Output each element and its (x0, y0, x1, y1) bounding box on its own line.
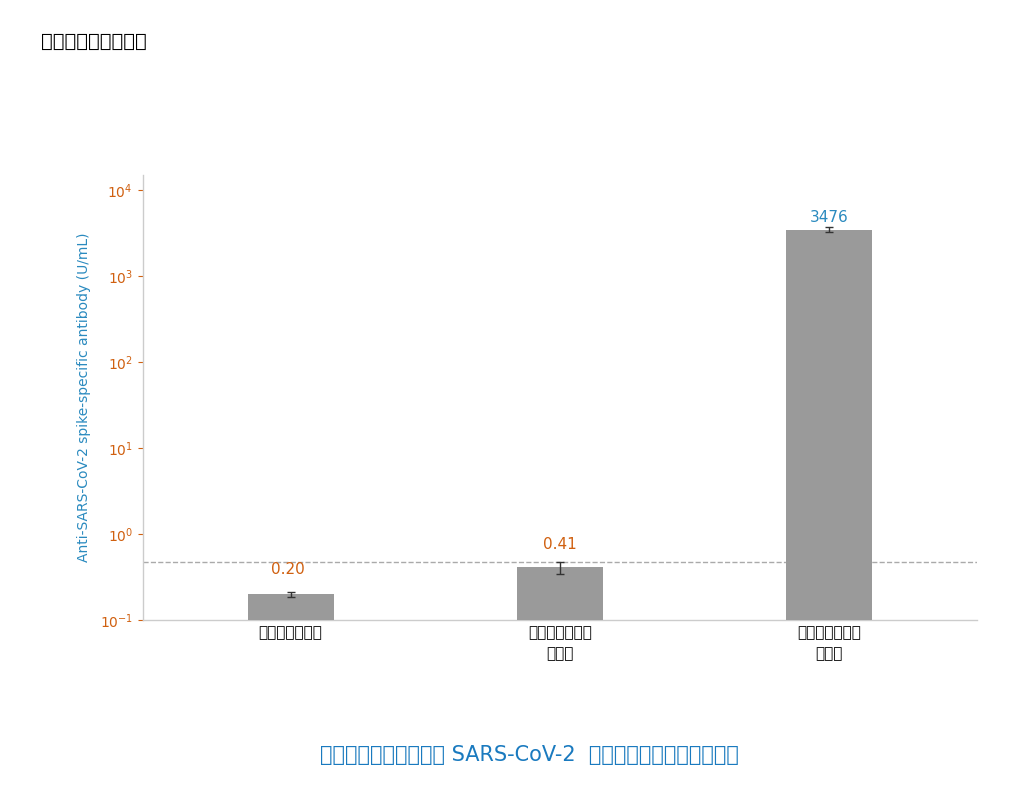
Text: 【研究結果の概要】: 【研究結果の概要】 (41, 32, 147, 51)
Y-axis label: Anti-SARS-CoV-2 spike-specific antibody (U/mL): Anti-SARS-CoV-2 spike-specific antibody … (77, 233, 92, 562)
Text: 3476: 3476 (809, 211, 849, 225)
Text: ワクチン接種前後の抗 SARS-CoV-2  スパイク蛋白特異抗体反応: ワクチン接種前後の抗 SARS-CoV-2 スパイク蛋白特異抗体反応 (320, 745, 739, 766)
Bar (247, 594, 334, 795)
Text: 0.41: 0.41 (543, 537, 577, 553)
Text: 0.20: 0.20 (271, 561, 304, 576)
Bar (786, 230, 872, 795)
Bar (517, 568, 603, 795)
